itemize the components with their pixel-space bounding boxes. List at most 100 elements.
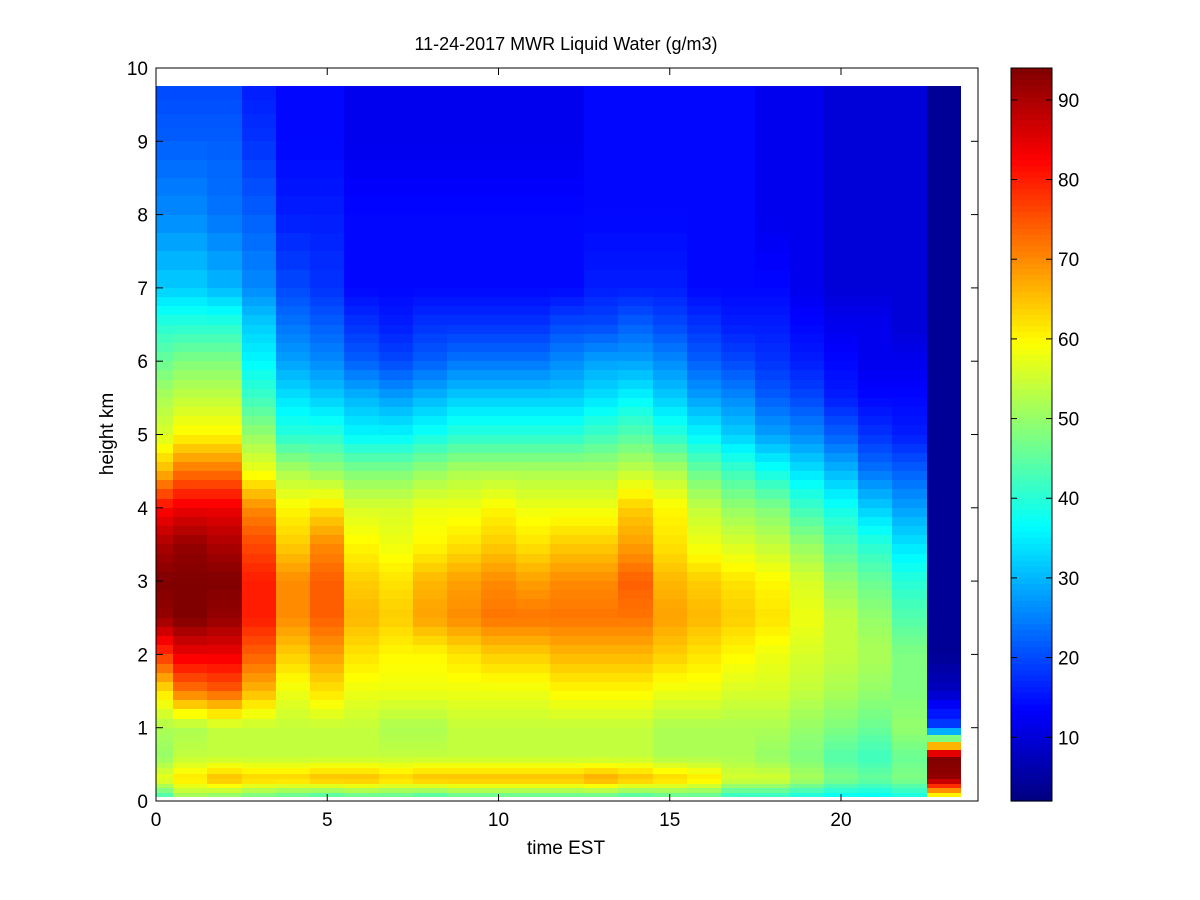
heatmap-cell: [242, 590, 276, 599]
heatmap-cell: [156, 315, 173, 325]
heatmap-cell: [413, 581, 447, 590]
colorbar-step: [1011, 560, 1052, 567]
heatmap-cell: [927, 100, 961, 114]
heatmap-cell: [207, 735, 242, 742]
heatmap-cell: [687, 100, 721, 114]
heatmap-cell: [687, 160, 721, 178]
heatmap-cell: [156, 572, 173, 581]
colorbar-step: [1011, 514, 1052, 521]
heatmap-cell: [481, 554, 516, 563]
heatmap-cell: [447, 86, 481, 100]
heatmap-cell: [550, 489, 584, 499]
heatmap-cell: [447, 343, 481, 352]
heatmap-cell: [550, 609, 584, 618]
heatmap-cell: [790, 526, 824, 535]
heatmap-cell: [858, 233, 892, 251]
heatmap-cell: [892, 251, 927, 270]
heatmap-cell: [858, 627, 892, 636]
heatmap-cell: [618, 788, 653, 793]
heatmap-cell: [755, 416, 790, 425]
heatmap-cell: [276, 343, 310, 352]
heatmap-cell: [276, 793, 310, 797]
heatmap-cell: [721, 453, 755, 462]
heatmap-cell: [892, 100, 927, 114]
heatmap-cell: [550, 691, 584, 700]
heatmap-cell: [242, 757, 276, 763]
heatmap-cell: [242, 499, 276, 508]
heatmap-cell: [653, 618, 687, 627]
heatmap-cell: [550, 554, 584, 563]
heatmap-cell: [618, 508, 653, 517]
heatmap-cell: [653, 742, 687, 750]
heatmap-cell: [310, 471, 344, 480]
colorbar-step: [1011, 463, 1052, 470]
heatmap-cell: [618, 691, 653, 700]
colorbar-step: [1011, 657, 1052, 665]
heatmap-cell: [344, 343, 379, 352]
heatmap-cell: [927, 178, 961, 196]
heatmap-cell: [687, 517, 721, 526]
heatmap-cell: [824, 178, 858, 196]
heatmap-cell: [310, 517, 344, 526]
heatmap-cell: [207, 233, 242, 251]
heatmap-cell: [379, 288, 413, 297]
heatmap-cell: [790, 215, 824, 233]
heatmap-cell: [156, 627, 173, 636]
colorbar-step: [1011, 594, 1052, 602]
heatmap-cell: [721, 128, 755, 141]
heatmap-cell: [790, 86, 824, 100]
heatmap-cell: [173, 389, 207, 398]
y-tick-label: 10: [127, 59, 148, 80]
heatmap-cell: [156, 508, 173, 517]
heatmap-cell: [156, 435, 173, 444]
heatmap-cell: [481, 757, 516, 763]
heatmap-cell: [927, 233, 961, 251]
heatmap-cell: [892, 361, 927, 370]
heatmap-cell: [721, 398, 755, 407]
heatmap-cell: [481, 389, 516, 398]
heatmap-cell: [413, 178, 447, 196]
heatmap-cell: [276, 763, 310, 768]
heatmap-cell: [892, 196, 927, 215]
heatmap-cell: [481, 544, 516, 554]
heatmap-cell: [173, 251, 207, 270]
heatmap-cell: [516, 407, 550, 416]
colorbar-step: [1011, 600, 1052, 607]
heatmap-cell: [721, 682, 755, 691]
heatmap-cell: [755, 645, 790, 654]
heatmap-cell: [344, 517, 379, 526]
heatmap-cell: [276, 270, 310, 288]
heatmap-cell: [207, 544, 242, 554]
heatmap-cell: [790, 627, 824, 636]
heatmap-cell: [173, 160, 207, 178]
heatmap-cell: [413, 334, 447, 343]
heatmap-cell: [858, 361, 892, 370]
heatmap-cell: [687, 343, 721, 352]
heatmap-cell: [584, 554, 618, 563]
heatmap-cell: [481, 215, 516, 233]
heatmap-cell: [516, 288, 550, 297]
heatmap-cell: [790, 719, 824, 728]
heatmap-cell: [790, 361, 824, 370]
heatmap-cell: [790, 370, 824, 380]
heatmap-cell: [481, 627, 516, 636]
heatmap-cell: [653, 654, 687, 664]
heatmap-cell: [156, 215, 173, 233]
heatmap-cell: [824, 114, 858, 128]
heatmap-cell: [653, 563, 687, 572]
heatmap-cell: [481, 114, 516, 128]
heatmap-cell: [790, 435, 824, 444]
heatmap-cell: [755, 288, 790, 297]
heatmap-cell: [207, 425, 242, 435]
heatmap-cell: [156, 499, 173, 508]
heatmap-cell: [721, 618, 755, 627]
heatmap-cell: [687, 315, 721, 325]
heatmap-cell: [824, 757, 858, 763]
heatmap-cell: [379, 618, 413, 627]
heatmap-cell: [858, 128, 892, 141]
heatmap-cell: [892, 425, 927, 435]
heatmap-cell: [721, 251, 755, 270]
heatmap-cell: [481, 750, 516, 757]
colorbar-step: [1011, 216, 1052, 224]
heatmap-cell: [344, 784, 379, 788]
